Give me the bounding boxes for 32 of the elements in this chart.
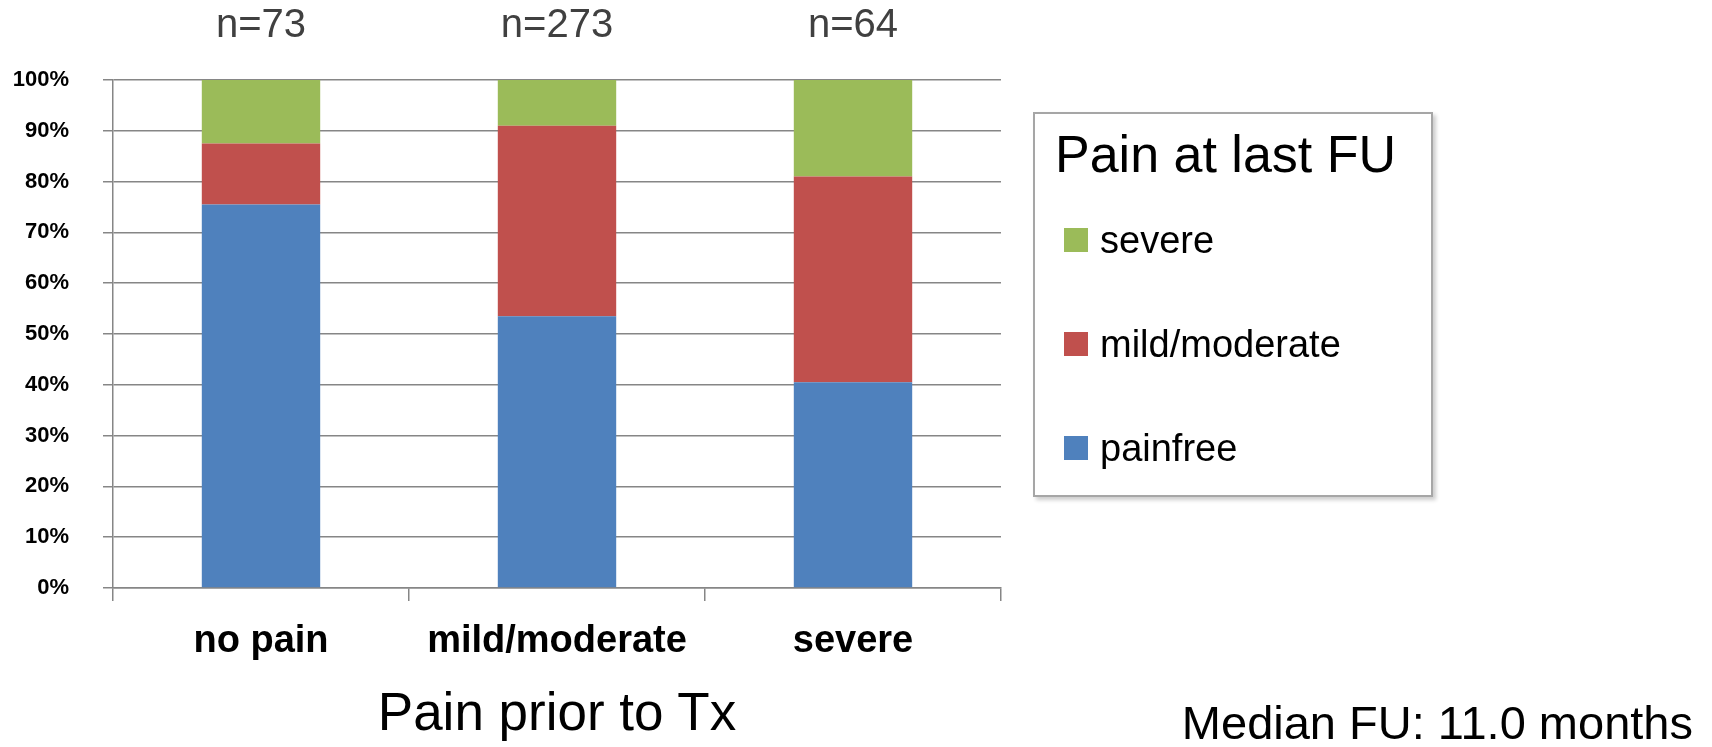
text: n=64 [807, 1, 899, 46]
text: Median FU: 11.0 months [1181, 695, 1693, 747]
text: n=273 [500, 1, 614, 46]
y-tick-label: 60% [24, 269, 69, 295]
y-tick-label: 40% [24, 370, 69, 396]
bar [497, 125, 617, 317]
x-tick-label: severe [792, 618, 914, 661]
legend-label: painfree [1100, 426, 1238, 470]
bar [497, 80, 617, 126]
y-tick-label: 100% [12, 66, 69, 92]
legend-label: mild/moderate [1100, 322, 1341, 366]
bar [793, 382, 913, 588]
y-tick-label: 80% [24, 167, 69, 193]
y-tick-label: 70% [24, 218, 69, 244]
x-axis-title: Pain prior to Tx [377, 681, 737, 741]
y-tick-label: 90% [24, 116, 69, 142]
bar [793, 176, 913, 383]
x-tick-label: mild/moderate [427, 618, 687, 661]
bar [201, 204, 321, 588]
legend-label: severe [1100, 218, 1215, 262]
y-tick-label: 0% [37, 574, 69, 600]
bar [201, 80, 321, 144]
bar [497, 316, 617, 588]
y-tick-label: 20% [24, 472, 69, 498]
text: n=73 [215, 1, 307, 46]
bar [201, 143, 321, 205]
y-tick-label: 30% [24, 421, 69, 447]
legend-title: Pain at last FU [1054, 124, 1398, 184]
y-tick-label: 50% [24, 320, 69, 346]
bar [793, 80, 913, 177]
x-tick-label: no pain [193, 618, 329, 661]
y-tick-label: 10% [24, 523, 69, 549]
